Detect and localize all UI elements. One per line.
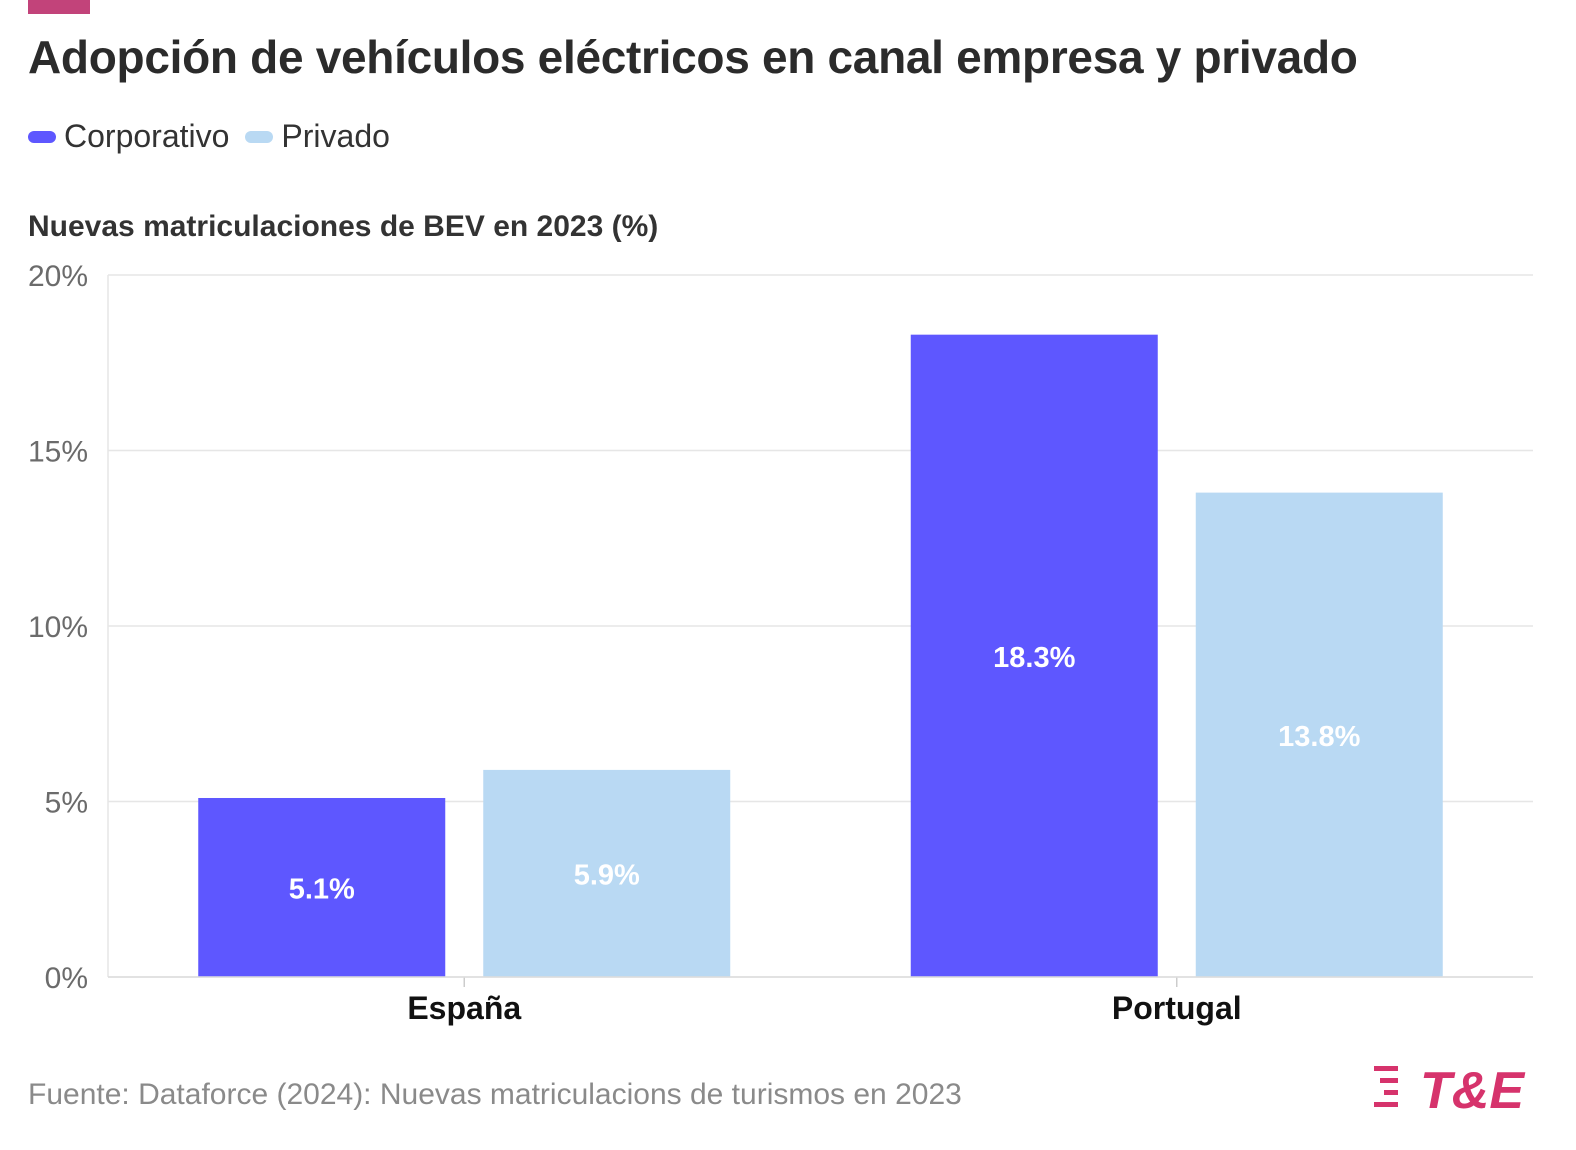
data-label: 5.9% xyxy=(574,859,640,891)
bar xyxy=(910,334,1158,977)
chart-subtitle: Nuevas matriculaciones de BEV en 2023 (%… xyxy=(28,210,659,243)
legend-item-privado[interactable]: Privado xyxy=(245,118,390,155)
chart-title: Adopción de vehículos eléctricos en cana… xyxy=(28,31,1358,83)
speed-lines-icon xyxy=(1374,1066,1398,1107)
legend-item-corporativo[interactable]: Corporativo xyxy=(28,118,229,155)
y-tick-label: 5% xyxy=(45,787,88,820)
bar xyxy=(1195,492,1443,977)
bar xyxy=(483,769,731,977)
x-tick-label: España xyxy=(407,990,521,1026)
data-label: 18.3% xyxy=(993,642,1075,674)
bar xyxy=(198,797,446,977)
x-tick-label: Portugal xyxy=(1112,990,1242,1026)
legend-label-privado: Privado xyxy=(281,118,390,154)
y-tick-label: 15% xyxy=(28,436,88,469)
legend-swatch-privado xyxy=(245,130,274,143)
accent-bar xyxy=(28,0,90,14)
legend-swatch-corporativo xyxy=(28,130,56,143)
logo-text: T&E xyxy=(1420,1062,1525,1118)
te-logo: T&E xyxy=(1374,1062,1525,1118)
y-tick-label: 0% xyxy=(45,962,88,995)
data-label: 13.8% xyxy=(1278,721,1360,753)
y-tick-label: 20% xyxy=(28,260,88,293)
legend: Corporativo Privado xyxy=(28,118,406,155)
y-tick-label: 10% xyxy=(28,611,88,644)
legend-label-corporativo: Corporativo xyxy=(64,118,230,154)
data-label: 5.1% xyxy=(289,873,355,905)
source-note: Fuente: Dataforce (2024): Nuevas matricu… xyxy=(28,1078,962,1111)
